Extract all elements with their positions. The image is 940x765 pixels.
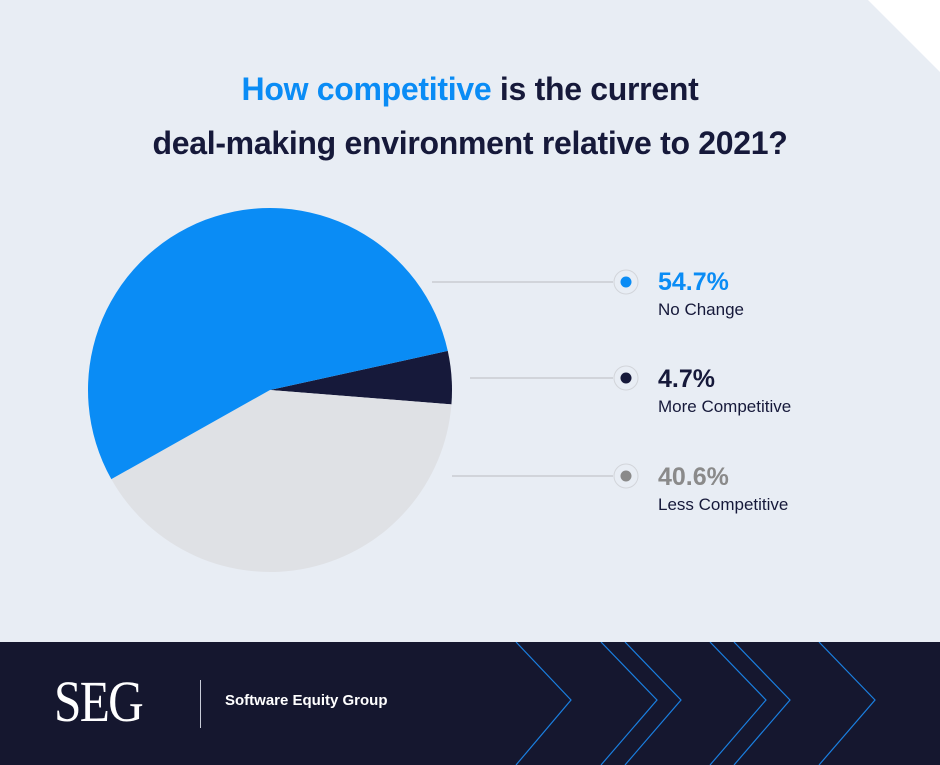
legend-label: More Competitive — [658, 397, 792, 416]
legend-value: 54.7% — [658, 268, 729, 296]
chevron-decoration — [515, 642, 876, 765]
legend-value: 40.6% — [658, 463, 729, 491]
chevron-icon — [515, 642, 572, 765]
slice-no-change — [88, 208, 448, 480]
pie-chart — [88, 208, 639, 573]
legend-no-change: 54.7% No Change — [658, 268, 744, 320]
chevron-icon — [600, 642, 658, 765]
title-line2: deal-making environment relative to 2021… — [152, 125, 788, 161]
legend-dot-no-change — [620, 276, 632, 288]
slice-less-competitive — [111, 390, 452, 573]
legend-less-competitive: 40.6% Less Competitive — [658, 463, 788, 515]
chevron-icon — [709, 642, 767, 765]
legend-more-competitive: 4.7% More Competitive — [658, 365, 791, 417]
chart-title: How competitive is the current deal-maki… — [0, 62, 940, 170]
legend-value: 4.7% — [658, 365, 715, 393]
seg-logo: SEG — [54, 669, 144, 734]
corner-decoration — [868, 0, 940, 72]
legend-dot-more-competitive — [620, 372, 632, 384]
chevron-icon — [624, 642, 682, 765]
title-line1-rest: is the current — [491, 71, 699, 107]
company-name: Software Equity Group — [225, 692, 388, 709]
chevron-icon — [733, 642, 791, 765]
title-accent: How competitive — [241, 71, 492, 107]
logo-divider — [200, 680, 201, 728]
footer: SEG Software Equity Group — [0, 642, 940, 765]
legend-dot-less-competitive — [620, 470, 632, 482]
chevron-icon — [818, 642, 876, 765]
legend-label: Less Competitive — [658, 495, 789, 514]
legend-label: No Change — [658, 300, 745, 319]
slice-more-competitive — [270, 350, 453, 405]
